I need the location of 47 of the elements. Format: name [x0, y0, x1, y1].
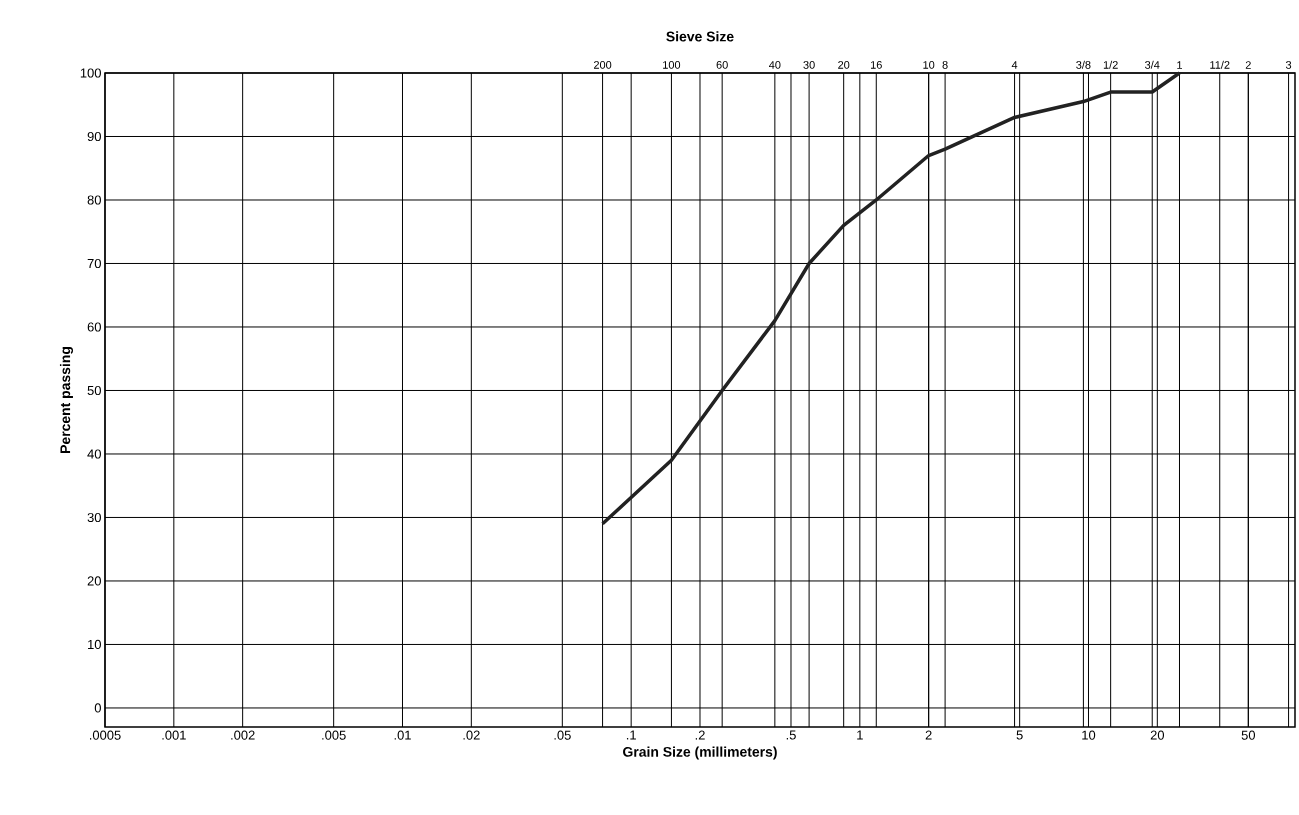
text: 11/2: [1210, 60, 1230, 69]
text: 4: [1011, 61, 1018, 69]
x-tick-label: .2: [695, 730, 705, 740]
text: 3/4: [1145, 60, 1160, 69]
y-tick-label: 60: [87, 322, 101, 332]
text: 200: [593, 61, 612, 69]
text: 3/8: [1076, 60, 1091, 69]
x-tick-label: 10: [1082, 730, 1096, 740]
text: 100: [663, 61, 681, 69]
x-tick-label: .005: [322, 730, 346, 740]
text: 10: [923, 61, 935, 69]
text: 30: [803, 61, 815, 69]
x-tick-label: 5: [1016, 730, 1023, 740]
y-tick-label: 100: [80, 68, 101, 78]
y-tick-label: 20: [87, 576, 101, 586]
text: 3: [1285, 61, 1292, 69]
x-tick-label: .02: [463, 730, 480, 740]
text: 8: [942, 61, 948, 69]
x-tick-label: 1: [857, 730, 863, 740]
x-tick-label: .002: [231, 730, 255, 740]
x-tick-label: 50: [1241, 730, 1256, 740]
x-tick-label: .0005: [89, 730, 121, 740]
y-tick-label: 0: [94, 703, 101, 713]
text: 60: [716, 61, 728, 69]
text: 1: [1177, 61, 1182, 69]
text: 16: [871, 61, 882, 69]
text: 20: [838, 61, 850, 69]
y-tick-label: 30: [87, 512, 101, 523]
y-tick-label: 90: [87, 131, 101, 142]
y-tick-label: 40: [87, 449, 101, 459]
x2-axis-title: Sieve Size: [666, 31, 734, 42]
x-tick-label: 20: [1150, 730, 1165, 740]
y-tick-label: 70: [87, 258, 101, 269]
x-tick-label: .05: [554, 730, 571, 740]
x-tick-label: .5: [786, 730, 796, 740]
x-axis-title: Grain Size (millimeters): [623, 746, 777, 760]
text: 40: [769, 61, 781, 69]
x-tick-label: .001: [162, 730, 186, 740]
x-tick-label: .01: [394, 730, 411, 740]
y-axis-title: Percent passing: [59, 347, 74, 453]
text: 1/2: [1103, 60, 1118, 69]
x-tick-label: .1: [626, 730, 636, 740]
y-tick-label: 50: [87, 385, 101, 396]
y-tick-label: 80: [87, 195, 101, 205]
x-tick-label: 2: [925, 730, 932, 740]
text: 2: [1245, 61, 1251, 69]
y-tick-label: 10: [88, 639, 101, 650]
